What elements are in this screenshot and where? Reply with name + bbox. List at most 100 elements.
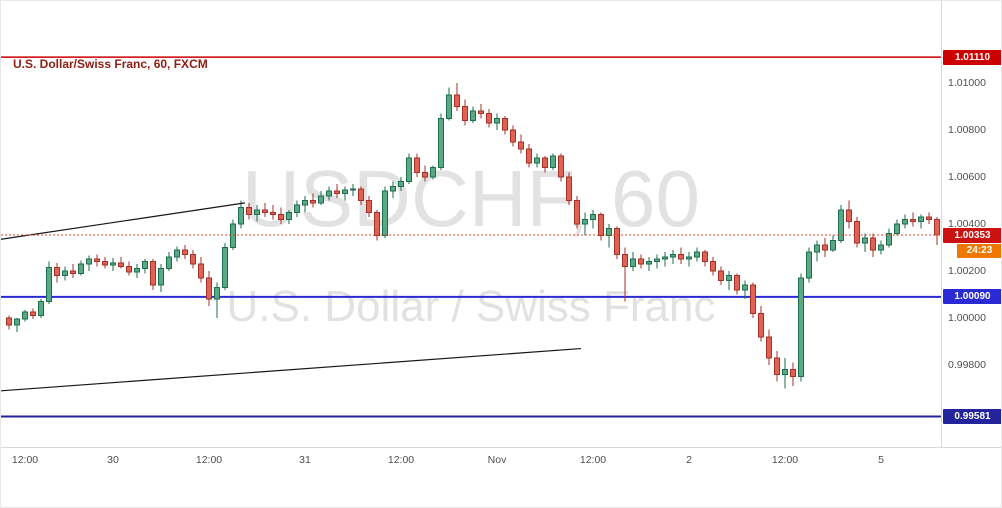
candle	[558, 155, 564, 178]
time-axis-label: 2	[686, 454, 692, 466]
price-axis[interactable]: 1.01000 1.00800 1.00600 1.00400 1.00200 1.000…	[941, 1, 1001, 447]
candle	[502, 117, 508, 131]
candle	[870, 237, 876, 251]
candle	[654, 258, 660, 263]
candle	[550, 155, 556, 169]
candle	[862, 237, 868, 244]
candle	[582, 218, 588, 225]
candle	[854, 221, 860, 244]
bar-countdown-badge[interactable]: 24:23	[957, 243, 1001, 258]
price-level-badge[interactable]: 0.99581	[943, 408, 1001, 424]
trendline[interactable]	[1, 202, 246, 240]
candle	[782, 369, 788, 375]
candle	[814, 244, 820, 253]
candle	[894, 223, 900, 234]
candle	[542, 157, 548, 169]
candle	[342, 189, 348, 194]
time-axis[interactable]: 12:00 30 12:00 31 12:00 Nov 12:00 2 12:00 5	[1, 447, 1001, 507]
candle	[422, 171, 428, 178]
last-price-badge[interactable]: 1.00353	[943, 227, 1001, 243]
time-axis-label: 12:00	[771, 454, 799, 466]
candle	[830, 239, 836, 251]
candle	[526, 148, 532, 164]
chart-legend[interactable]: U.S. Dollar/Swiss Franc, 60, FXCM	[13, 57, 208, 71]
candle	[214, 286, 220, 300]
candle	[702, 251, 708, 263]
candle	[574, 200, 580, 225]
trendline[interactable]	[1, 347, 582, 392]
candle	[262, 209, 268, 213]
candle	[910, 218, 916, 223]
candle	[374, 211, 380, 237]
candle	[366, 200, 372, 213]
candle	[686, 256, 692, 260]
candle	[454, 94, 460, 108]
candlestick-series	[6, 83, 940, 389]
candle	[598, 214, 604, 237]
candle	[638, 258, 644, 265]
candle	[198, 263, 204, 279]
candle	[334, 190, 340, 194]
candle	[390, 185, 396, 192]
candle	[310, 200, 316, 204]
candle	[926, 216, 932, 220]
chart-plot-area[interactable]: USDCHF, 60 U.S. Dollar / Swiss Franc U.S…	[1, 1, 941, 447]
candle	[470, 110, 476, 122]
candle	[302, 200, 308, 206]
time-axis-label: 12:00	[387, 454, 415, 466]
candle	[486, 113, 492, 124]
candle	[566, 176, 572, 202]
candle	[606, 228, 612, 237]
time-axis-label: Nov	[487, 454, 507, 466]
price-axis-label: 1.00200	[948, 264, 986, 277]
candle	[742, 284, 748, 291]
price-axis-label: 0.99800	[948, 358, 986, 371]
candle	[806, 251, 812, 279]
price-axis-label: 1.00600	[948, 171, 986, 183]
candle	[134, 268, 140, 273]
candle	[670, 254, 676, 258]
candle	[318, 195, 324, 204]
candle	[382, 190, 388, 237]
candle	[326, 190, 332, 197]
candle	[414, 157, 420, 173]
candle	[150, 261, 156, 286]
candle	[462, 106, 468, 122]
candle	[678, 254, 684, 260]
candle	[110, 262, 116, 266]
candle	[590, 214, 596, 220]
candle	[934, 218, 940, 236]
candle	[174, 249, 180, 258]
candle	[774, 357, 780, 375]
candlestick-chart[interactable]	[1, 1, 941, 447]
candle	[86, 258, 92, 265]
candle	[798, 277, 804, 378]
candle	[142, 261, 148, 270]
price-level-badge[interactable]: 1.00090	[943, 289, 1001, 305]
candle	[286, 211, 292, 220]
candle	[614, 228, 620, 256]
candle	[718, 270, 724, 281]
candle	[238, 207, 244, 225]
price-axis-label: 1.00400	[948, 218, 986, 230]
time-axis-label: 12:00	[579, 454, 607, 466]
candle	[662, 256, 668, 260]
time-axis-label: 30	[107, 454, 119, 466]
candle	[22, 311, 28, 320]
candle	[398, 181, 404, 187]
candle	[790, 369, 796, 378]
candle	[182, 249, 188, 256]
candle	[846, 209, 852, 223]
candle	[878, 244, 884, 251]
candle	[918, 216, 924, 223]
candle	[78, 263, 84, 274]
candle	[278, 214, 284, 220]
candle	[694, 251, 700, 258]
candle	[494, 117, 500, 124]
candle	[710, 261, 716, 272]
price-level-badge[interactable]: 1.01110	[943, 49, 1001, 65]
candle	[902, 218, 908, 225]
candle	[518, 141, 524, 150]
candle	[350, 188, 356, 191]
